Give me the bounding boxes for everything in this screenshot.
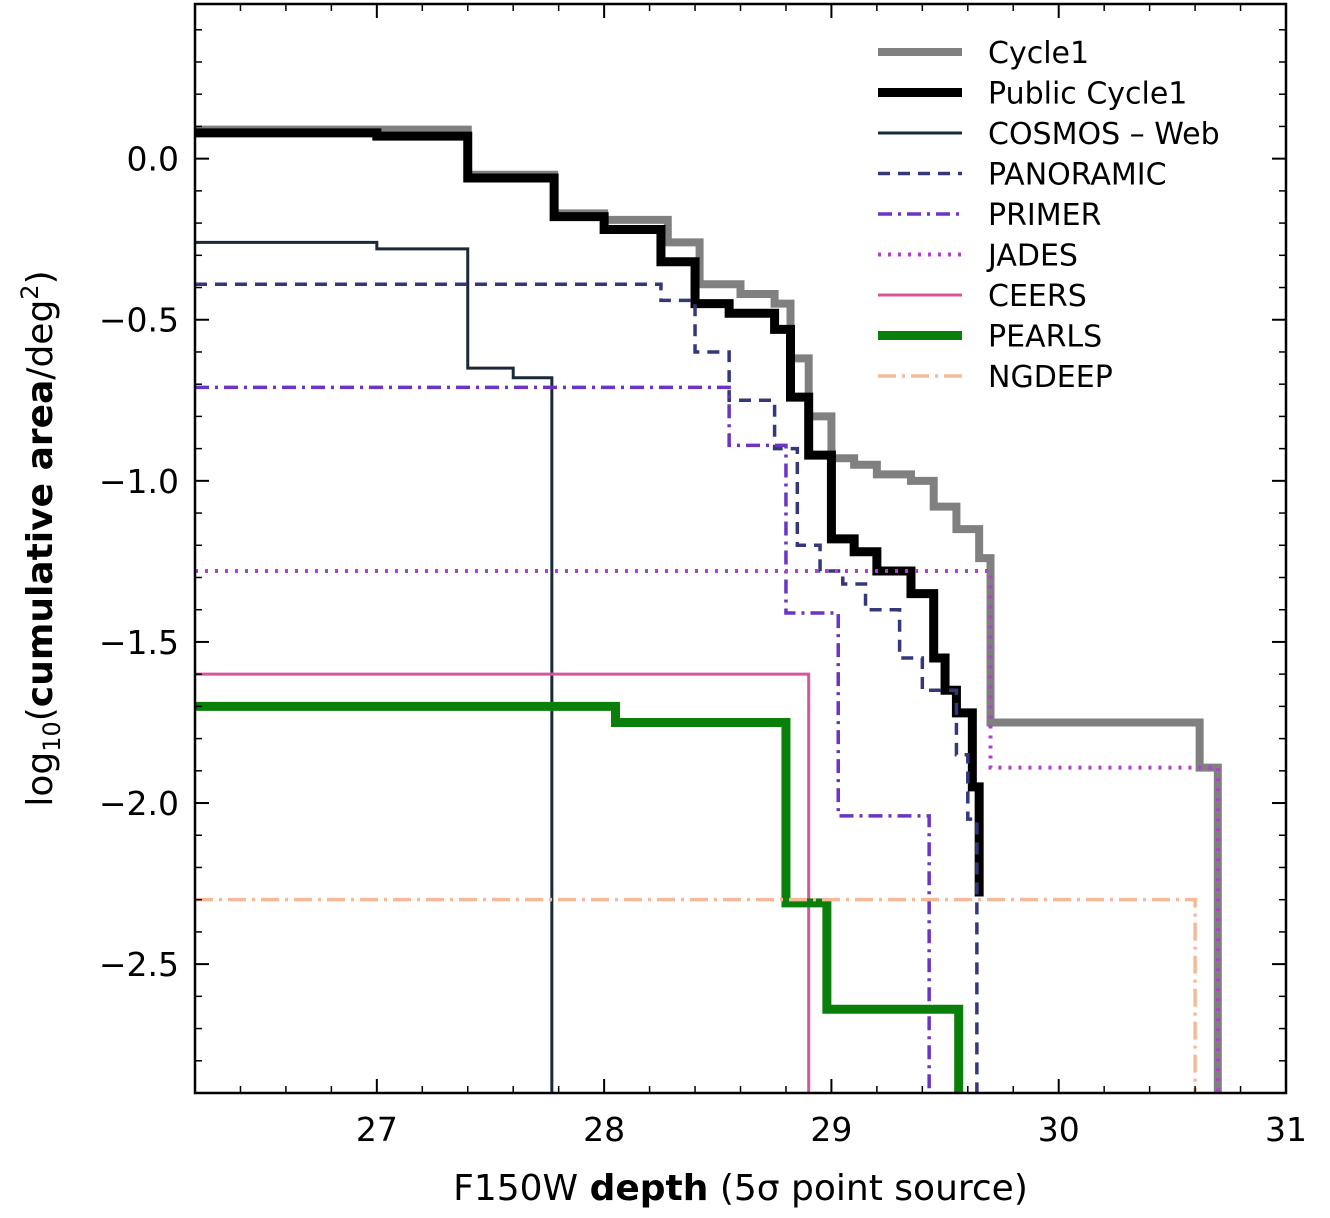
legend-label-panoramic: PANORAMIC [988, 158, 1167, 193]
x-tick-label: 31 [1265, 1110, 1307, 1149]
legend-label-primer: PRIMER [988, 198, 1101, 233]
legend-label-cycle1: Cycle1 [988, 36, 1089, 71]
legend-label-pearls: PEARLS [988, 320, 1102, 355]
series-cosmos-web [195, 240, 554, 1093]
series-ngdeep [195, 897, 1197, 1093]
series-jades [195, 569, 1220, 1093]
y-axis-label: log10(cumulative area/deg2) [16, 270, 66, 806]
series-ceers [195, 672, 811, 1093]
x-tick-label: 28 [583, 1110, 625, 1149]
legend-label-ceers: CEERS [988, 279, 1087, 314]
x-tick-label: 30 [1038, 1110, 1080, 1149]
series-primer [195, 385, 931, 1093]
legend: Cycle1 Public Cycle1 COSMOS – Web PANORAMIC… [878, 36, 1220, 395]
x-axis-label: F150W depth (5σ point source) [453, 1168, 1028, 1209]
series-layer [195, 125, 1222, 1093]
y-tick-label: −2.0 [99, 784, 179, 823]
series-pearls [195, 701, 964, 1093]
legend-label-cosmos-web: COSMOS – Web [988, 117, 1220, 152]
legend-label-jades: JADES [986, 239, 1078, 274]
x-tick-label: 29 [810, 1110, 852, 1149]
series-cycle1 [195, 125, 1222, 1093]
y-tick-label: −0.5 [99, 301, 179, 340]
series-public-cycle1 [195, 128, 984, 897]
legend-label-public-cycle1: Public Cycle1 [988, 77, 1187, 112]
y-tick-label: −1.5 [99, 623, 179, 662]
y-tick-label: −2.5 [99, 945, 179, 984]
x-tick-label: 27 [356, 1110, 398, 1149]
y-tick-label: −1.0 [99, 462, 179, 501]
legend-label-ngdeep: NGDEEP [988, 360, 1113, 395]
y-tick-label: 0.0 [127, 140, 179, 179]
series-panoramic [195, 282, 979, 1093]
ticks-layer: 27 28 29 30 31 0.0 −0.5 −1.0 −1.5 −2.0 −2.5 [99, 4, 1307, 1149]
